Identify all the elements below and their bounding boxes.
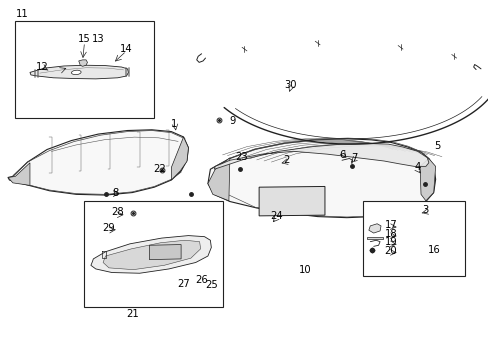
Polygon shape xyxy=(214,143,428,169)
Text: 3: 3 xyxy=(421,206,427,216)
Text: 6: 6 xyxy=(338,150,345,160)
Text: 9: 9 xyxy=(229,116,235,126)
Text: 30: 30 xyxy=(284,80,297,90)
Text: 4: 4 xyxy=(414,162,420,172)
Text: 18: 18 xyxy=(384,229,396,239)
Polygon shape xyxy=(8,163,30,185)
Text: 16: 16 xyxy=(427,245,440,255)
Text: 11: 11 xyxy=(16,9,29,19)
Polygon shape xyxy=(30,65,128,79)
Text: 27: 27 xyxy=(177,279,189,289)
Text: 17: 17 xyxy=(384,220,396,230)
Polygon shape xyxy=(103,240,200,270)
Text: 24: 24 xyxy=(269,211,282,221)
Text: 29: 29 xyxy=(102,224,115,233)
Polygon shape xyxy=(8,130,188,195)
Text: 8: 8 xyxy=(112,188,118,198)
Text: 15: 15 xyxy=(78,35,91,44)
Polygon shape xyxy=(259,186,325,216)
Text: 12: 12 xyxy=(36,62,48,72)
Polygon shape xyxy=(207,139,435,218)
Bar xyxy=(83,201,222,307)
Polygon shape xyxy=(207,158,229,201)
Text: 20: 20 xyxy=(384,246,396,256)
Text: 21: 21 xyxy=(126,310,139,319)
Text: 13: 13 xyxy=(92,35,104,44)
Polygon shape xyxy=(368,224,380,233)
Text: 25: 25 xyxy=(204,280,217,290)
Text: 14: 14 xyxy=(120,44,133,54)
Polygon shape xyxy=(366,237,383,239)
Text: 2: 2 xyxy=(282,155,288,165)
Text: 5: 5 xyxy=(433,141,439,151)
Text: 28: 28 xyxy=(111,207,124,217)
Text: 23: 23 xyxy=(235,152,248,162)
Text: 22: 22 xyxy=(152,164,165,174)
Bar xyxy=(15,22,154,118)
Text: 1: 1 xyxy=(170,120,177,129)
Text: 7: 7 xyxy=(350,153,357,163)
Polygon shape xyxy=(79,60,87,66)
Text: 26: 26 xyxy=(195,275,207,285)
Bar xyxy=(362,201,464,276)
Polygon shape xyxy=(419,158,435,201)
Text: 19: 19 xyxy=(384,237,396,247)
Polygon shape xyxy=(91,235,211,273)
Ellipse shape xyxy=(71,70,81,75)
Text: 10: 10 xyxy=(299,265,311,275)
Polygon shape xyxy=(171,137,188,180)
Polygon shape xyxy=(149,244,181,260)
